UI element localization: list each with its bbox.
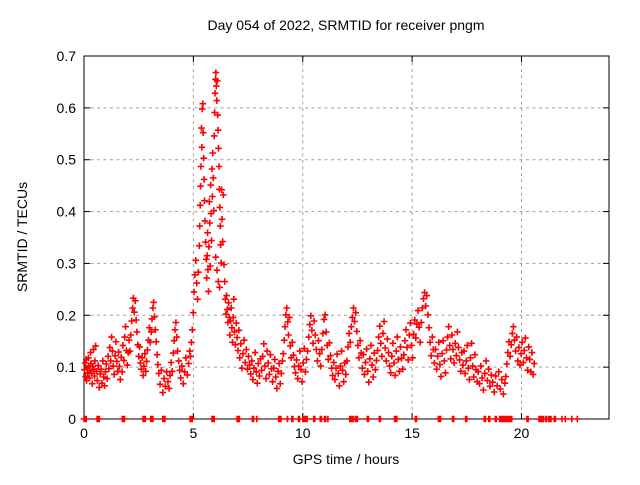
x-tick-label: 5 (189, 425, 197, 441)
y-tick-label: 0 (68, 411, 76, 427)
x-axis-label: GPS time / hours (293, 451, 400, 467)
x-tick-label: 10 (295, 425, 311, 441)
x-tick-labels: 0 5 10 15 20 (80, 425, 529, 441)
scatter-points (80, 69, 581, 423)
y-tick-label: 0.1 (57, 359, 77, 375)
x-tick-label: 0 (80, 425, 88, 441)
y-tick-label: 0.4 (57, 204, 77, 220)
x-tick-label: 20 (514, 425, 530, 441)
y-tick-label: 0.3 (57, 255, 77, 271)
y-axis-label: SRMTID / TECUs (14, 182, 30, 292)
chart-title: Day 054 of 2022, SRMTID for receiver png… (207, 17, 484, 33)
data-markers (80, 69, 581, 423)
y-tick-label: 0.7 (57, 48, 77, 64)
y-tick-labels: 0 0.1 0.2 0.3 0.4 0.5 0.6 0.7 (57, 48, 77, 427)
gridlines (84, 56, 609, 419)
y-tick-label: 0.2 (57, 307, 77, 323)
y-tick-label: 0.6 (57, 100, 77, 116)
x-tick-label: 15 (404, 425, 420, 441)
y-tick-label: 0.5 (57, 152, 77, 168)
